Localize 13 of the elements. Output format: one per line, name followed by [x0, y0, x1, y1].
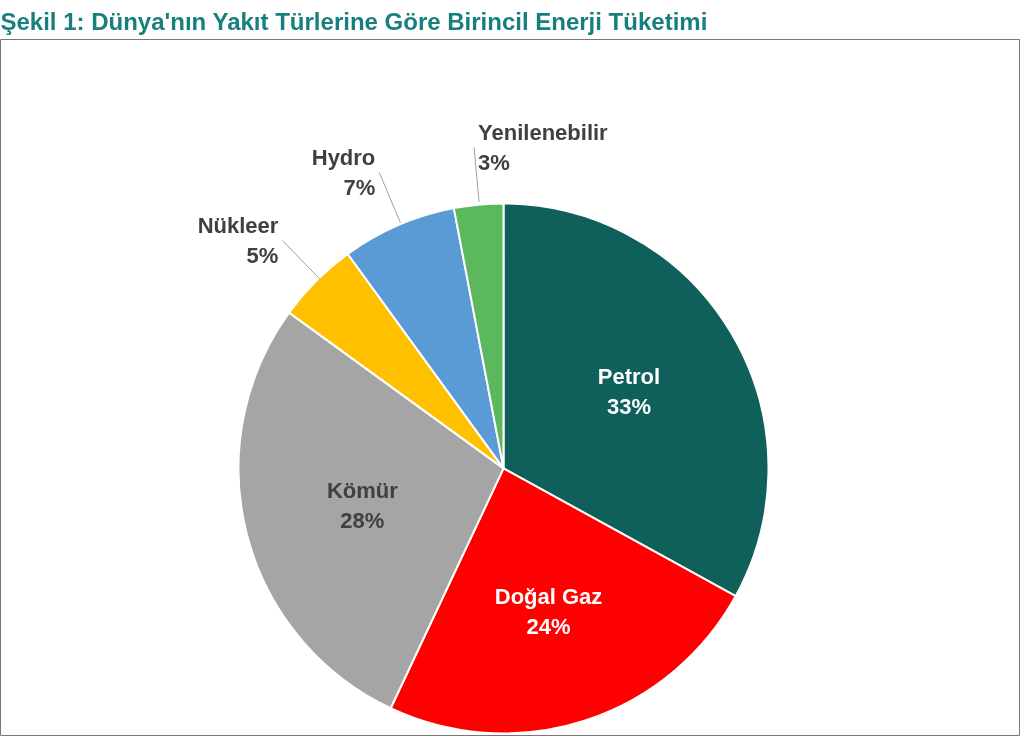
- data-label: 24%: [526, 613, 571, 639]
- data-label: 33%: [606, 394, 651, 420]
- data-label: 7%: [343, 175, 376, 201]
- slice-label: Petrol: [597, 364, 661, 390]
- slice-label: Doğal Gaz: [494, 583, 603, 609]
- slice-label: Yenilenebilir: [478, 119, 609, 145]
- data-label: 3%: [478, 149, 510, 175]
- slice-label: Nükleer: [197, 212, 279, 238]
- data-label: 5%: [246, 242, 279, 268]
- data-label: 28%: [340, 508, 385, 534]
- slice-label: Hydro: [311, 145, 376, 171]
- slice-label: Kömür: [326, 478, 399, 504]
- chart-title: Şekil 1: Dünya'nın Yakıt Türlerine Göre Birincil Enerji Tüketimi: [0, 7, 708, 35]
